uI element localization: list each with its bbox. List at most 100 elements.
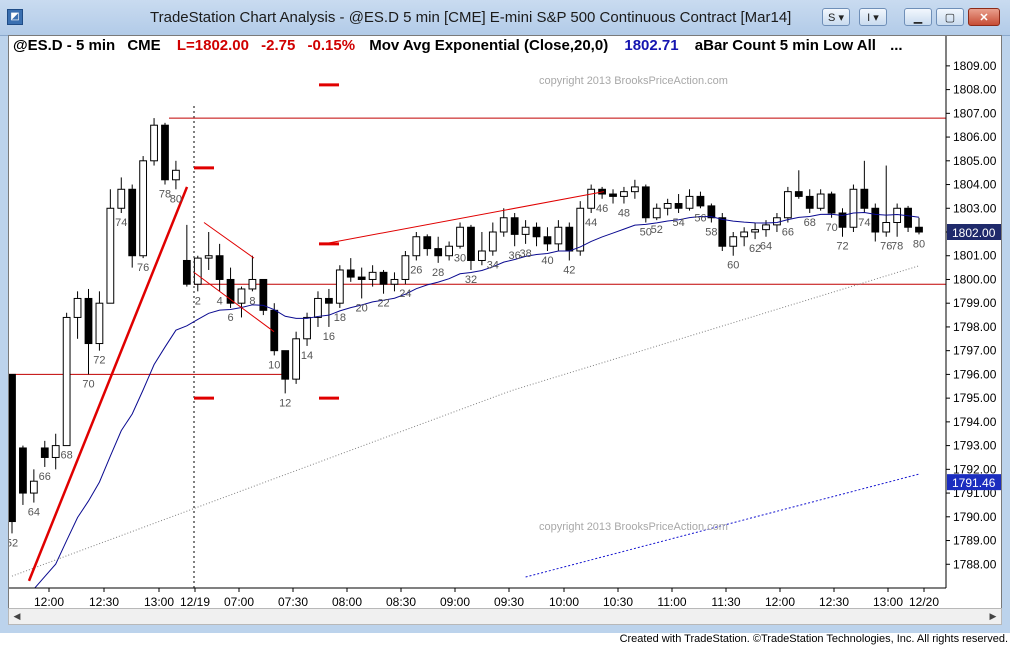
- trend-line: [27, 186, 189, 582]
- candle-body: [915, 226, 923, 233]
- price-axis[interactable]: 1809.00 1808.00 1807.00 1806.00 1805.00 1804.…: [945, 36, 1001, 588]
- candle-body: [117, 188, 126, 209]
- time-tick-label: 09:00: [440, 595, 470, 609]
- candle-body: [652, 207, 661, 219]
- candle-body: [827, 193, 836, 214]
- bar-count-label: 54: [672, 217, 684, 229]
- price-chart[interactable]: @ES.D - 5 min CME L=1802.00 -2.75 -0.15%…: [9, 36, 1001, 610]
- candle-body: [84, 297, 93, 345]
- svg-text:@ES.D - 5 min CME: @ES.D - 5 min CME L=1802.00 -2.75 -0.15%…: [13, 37, 903, 54]
- candle-body: [314, 297, 322, 318]
- bar-count-label: 48: [618, 208, 630, 220]
- time-tick-label: 10:30: [603, 595, 633, 609]
- bar-count-label: 14: [301, 350, 313, 362]
- candle-body: [773, 217, 781, 226]
- maximize-icon: ▢: [944, 12, 956, 24]
- s-menu-button[interactable]: S ▾: [822, 8, 850, 26]
- price-tick-label: 1788.00: [953, 557, 997, 571]
- header-study: aBar Count 5 min Low All: [695, 37, 876, 54]
- minimize-button[interactable]: ▁: [904, 8, 932, 26]
- candle-body: [401, 255, 410, 280]
- time-tick-label: 10:00: [549, 595, 579, 609]
- candle-body: [630, 186, 639, 193]
- app-icon[interactable]: ◩: [7, 9, 23, 25]
- time-axis[interactable]: 12:00 12:30 13:00 12/19 07:00 07:30 08:00 08:30…: [9, 587, 946, 609]
- bar-count-label: 78: [891, 241, 903, 253]
- bar-count-label: 12: [279, 397, 291, 409]
- candle-body: [161, 124, 169, 181]
- candle-body: [215, 255, 224, 280]
- bar-count-label: 80: [913, 238, 925, 250]
- bar-count-label: 76: [137, 262, 149, 274]
- candle-body: [95, 302, 104, 345]
- bar-count-label: 36: [509, 250, 521, 262]
- scroll-right-arrow-icon[interactable]: ▶: [989, 611, 997, 621]
- bar-count-label: 72: [93, 355, 105, 367]
- candle-body: [379, 271, 388, 285]
- scroll-left-arrow-icon[interactable]: ◀: [13, 611, 21, 621]
- candle-body: [794, 191, 803, 197]
- bar-count-label: 72: [836, 241, 848, 253]
- ema-price-label: 1791.46: [952, 476, 996, 490]
- candle-body: [488, 231, 497, 252]
- time-tick-label: 07:00: [224, 595, 254, 609]
- price-tick-label: 1809.00: [953, 59, 997, 73]
- chart-area[interactable]: @ES.D - 5 min CME L=1802.00 -2.75 -0.15%…: [8, 35, 1002, 611]
- price-tick-label: 1789.00: [953, 534, 997, 548]
- title-bar[interactable]: ◩ TradeStation Chart Analysis - @ES.D 5 …: [0, 0, 1010, 36]
- price-tick-label: 1798.00: [953, 320, 997, 334]
- candle-body: [729, 236, 738, 247]
- bar-count-label: 30: [454, 253, 466, 265]
- bar-count-label: 6: [227, 312, 233, 324]
- time-tick-label: 13:00: [873, 595, 903, 609]
- time-tick-label: 09:30: [494, 595, 524, 609]
- copyright-top: copyright 2013 BrooksPriceAction.com: [539, 75, 728, 87]
- candle-body: [106, 207, 115, 304]
- bar-count-label: 68: [804, 217, 816, 229]
- candle-body: [193, 257, 202, 285]
- candle-body: [805, 195, 814, 209]
- horizontal-scrollbar[interactable]: ◀ ▶: [8, 608, 1002, 625]
- price-tick-label: 1795.00: [953, 391, 997, 405]
- time-tick-label: 13:00: [144, 595, 174, 609]
- bar-count-label: 18: [334, 312, 346, 324]
- candle-body: [357, 276, 366, 280]
- header-more: ...: [890, 37, 903, 54]
- candle-body: [292, 338, 301, 380]
- maximize-button[interactable]: ▢: [936, 8, 964, 26]
- bar-count-label: 50: [640, 227, 652, 239]
- candle-body: [150, 124, 158, 162]
- bar-count-label: 20: [356, 302, 368, 314]
- header-last: L=1802.00: [177, 37, 249, 54]
- time-tick-label: 12:30: [819, 595, 849, 609]
- candle-body: [259, 278, 268, 311]
- header-change-pct: -0.15%: [308, 37, 356, 54]
- candle-body: [303, 316, 311, 340]
- time-tick-label: 12/20: [909, 595, 939, 609]
- price-tick-label: 1803.00: [953, 201, 997, 215]
- header-symbol: @ES.D - 5 min: [13, 37, 115, 54]
- price-tick-label: 1807.00: [953, 106, 997, 120]
- bar-count-label: 56: [694, 212, 706, 224]
- candle-body: [565, 226, 574, 252]
- ema-line: [34, 212, 920, 588]
- bar-count-label: 2: [195, 295, 201, 307]
- candle-body: [9, 373, 16, 523]
- bar-count-label: 22: [377, 298, 389, 310]
- candle-body: [182, 259, 191, 285]
- close-button[interactable]: ✕: [968, 8, 1000, 26]
- header-indicator-value: 1802.71: [624, 37, 678, 54]
- candle-body: [510, 217, 519, 235]
- bar-count-label: 60: [727, 260, 739, 272]
- candle-body: [838, 212, 847, 228]
- candle-body: [685, 195, 694, 209]
- bar-count-label: 16: [323, 331, 335, 343]
- candle-body: [904, 207, 912, 228]
- minimize-icon: ▁: [913, 12, 923, 24]
- i-menu-button[interactable]: I ▾: [859, 8, 887, 26]
- chevron-down-icon: ▾: [873, 12, 879, 24]
- candle-body: [73, 297, 82, 318]
- channel-line: [203, 222, 255, 259]
- bar-count-label: 52: [9, 537, 18, 549]
- candle-body: [270, 309, 279, 352]
